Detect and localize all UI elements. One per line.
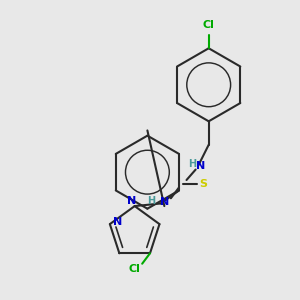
Text: N: N: [196, 161, 206, 171]
Text: Cl: Cl: [128, 264, 140, 274]
Text: H: H: [188, 159, 196, 169]
Text: N: N: [113, 217, 122, 226]
Text: N: N: [128, 196, 137, 206]
Text: S: S: [200, 179, 208, 189]
Text: Cl: Cl: [203, 20, 214, 30]
Text: N: N: [160, 197, 169, 207]
Text: H: H: [147, 196, 155, 206]
